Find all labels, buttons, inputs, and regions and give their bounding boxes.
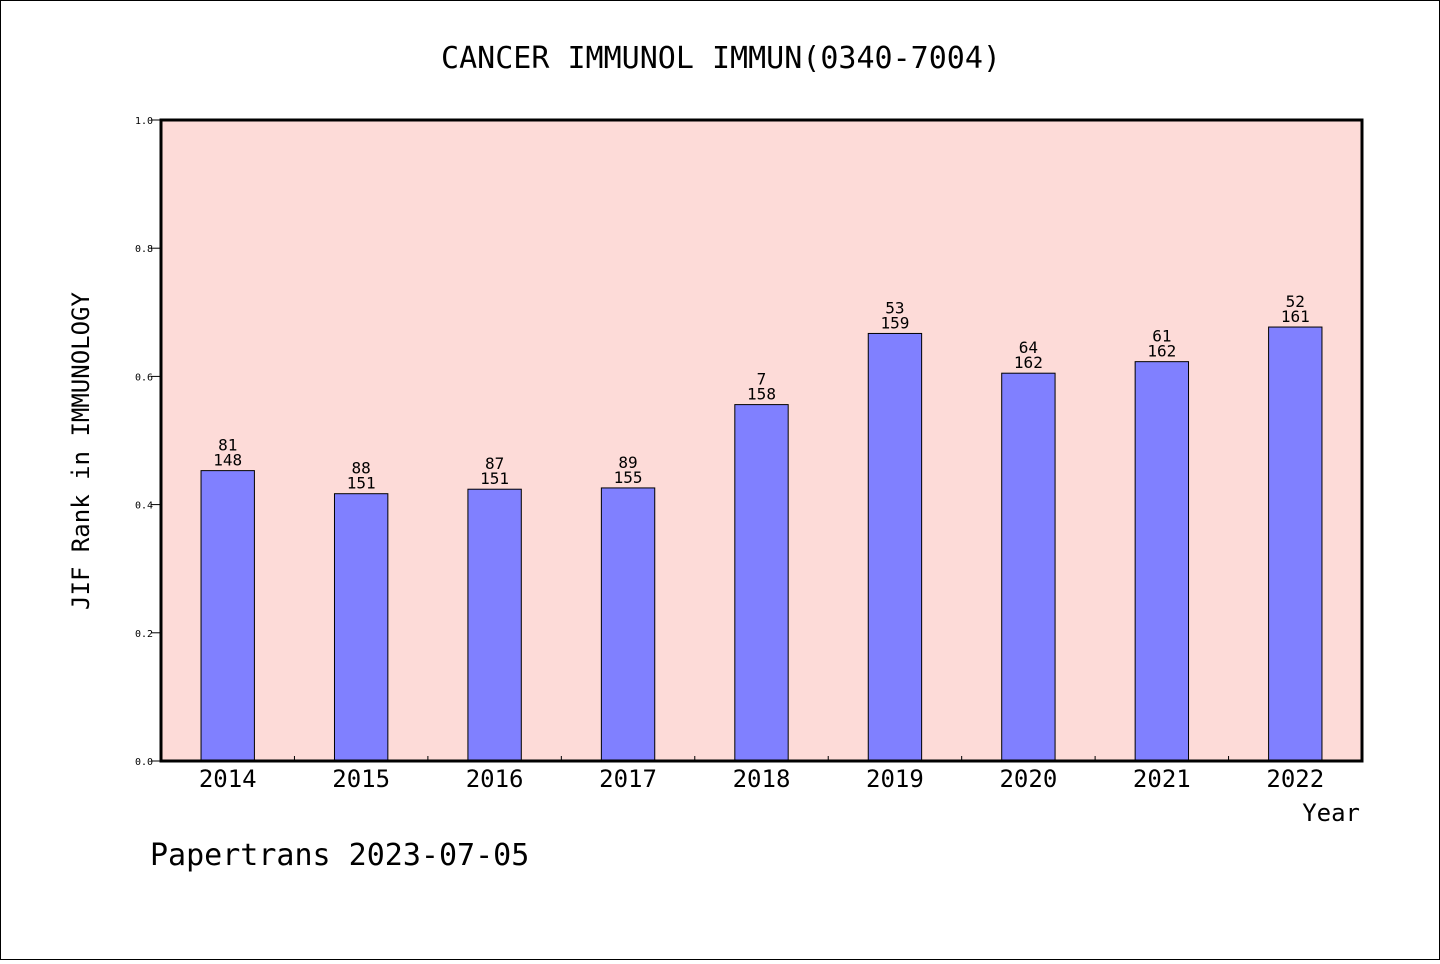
bar-total-label: 148 xyxy=(213,451,242,470)
x-axis: 2014 2015 2016 2017 2018 2019 2020 2021 2022 xyxy=(199,756,1324,793)
bar-total-label: 155 xyxy=(614,468,643,487)
bar-total-label: 162 xyxy=(1147,342,1176,361)
chart-title: CANCER IMMUNOL IMMUN(0340-7004) xyxy=(441,41,1001,76)
bar-rank-label: 81 xyxy=(218,436,237,455)
bar-total-label: 161 xyxy=(1281,307,1310,326)
x-tick-label: 2022 xyxy=(1266,765,1324,793)
x-tick-label: 2015 xyxy=(332,765,390,793)
x-tick-label: 2014 xyxy=(199,765,257,793)
bar-total-label: 158 xyxy=(747,385,776,404)
x-tick-label: 2016 xyxy=(466,765,524,793)
y-tick-label: 0.0 xyxy=(135,757,153,768)
footer-text: Papertrans 2023-07-05 xyxy=(150,838,529,873)
y-tick-label: 0.4 xyxy=(135,501,153,512)
bar-rank-label: 89 xyxy=(618,453,637,472)
bar xyxy=(1268,326,1323,762)
plot-border xyxy=(159,118,1364,763)
bar xyxy=(867,332,923,762)
y-axis: 0.0 0.2 0.4 0.6 0.8 1.0 xyxy=(135,116,161,768)
y-tick-label: 0.6 xyxy=(135,372,153,383)
x-axis-title: Year xyxy=(1302,799,1360,827)
x-tick-label: 2018 xyxy=(733,765,791,793)
bar-total-label: 151 xyxy=(347,474,376,493)
x-tick-label: 2020 xyxy=(999,765,1057,793)
bar-rank-label: 87 xyxy=(485,454,504,473)
x-tick-label: 2017 xyxy=(599,765,657,793)
x-tick-label: 2019 xyxy=(866,765,924,793)
y-axis-title: JIF Rank in IMMUNOLOGY xyxy=(67,292,95,610)
bar-total-label: 151 xyxy=(480,469,509,488)
bar xyxy=(200,470,255,762)
bar-rank-label: 64 xyxy=(1019,338,1038,357)
bar-total-label: 162 xyxy=(1014,353,1043,372)
bar xyxy=(600,487,656,762)
bar xyxy=(734,404,789,762)
y-tick-label: 0.2 xyxy=(135,629,153,640)
y-tick-label: 1.0 xyxy=(135,116,153,127)
bar-rank-label: 53 xyxy=(885,298,904,317)
bar xyxy=(333,493,389,762)
bar xyxy=(1134,361,1190,762)
bar-rank-label: 7 xyxy=(757,370,767,389)
bar xyxy=(1001,372,1056,762)
y-tick-label: 0.8 xyxy=(135,244,153,255)
x-tick-label: 2021 xyxy=(1133,765,1191,793)
bar-rank-label: 61 xyxy=(1152,327,1171,346)
bar-total-label: 159 xyxy=(880,313,909,332)
bar-rank-label: 52 xyxy=(1286,292,1305,311)
bar-rank-label: 88 xyxy=(352,459,371,478)
bar xyxy=(467,488,522,762)
